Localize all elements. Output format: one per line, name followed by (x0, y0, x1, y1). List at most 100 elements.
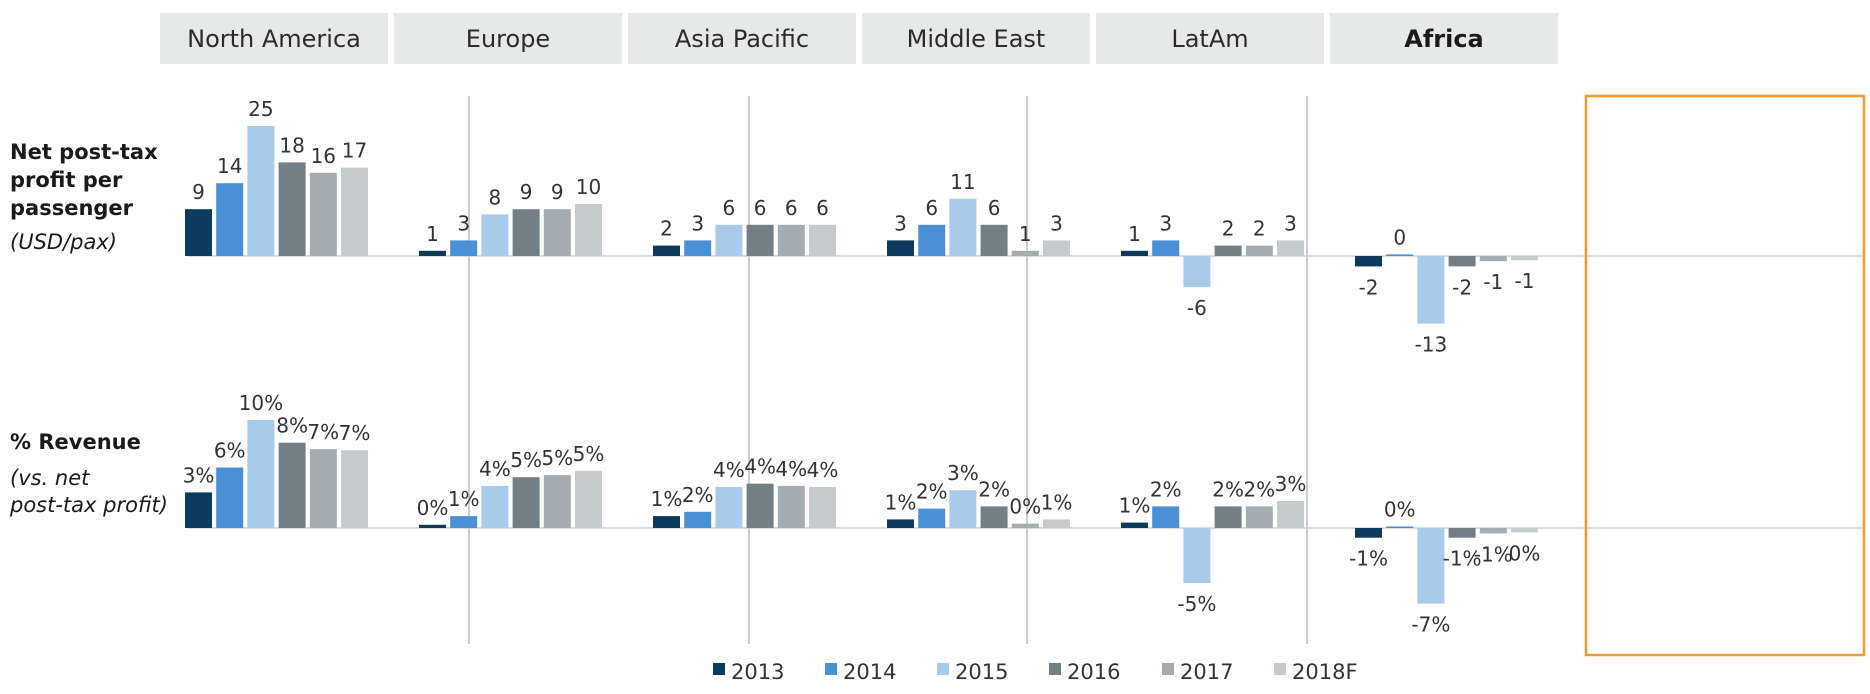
region-header-label: Middle East (907, 25, 1046, 53)
region-header-label: Asia Pacific (675, 25, 809, 53)
bar-row1-asia-pacific-2017 (777, 224, 805, 256)
bar-row1-asia-pacific-2015 (715, 224, 743, 256)
region-header-europe: Europe (394, 13, 622, 64)
bar-row2-asia-pacific-2016 (746, 483, 774, 528)
region-headers: North America Europe Asia Pacific Middle Ea… (160, 13, 1558, 64)
bar-row1-latam-2018f (1277, 240, 1304, 256)
value-label-row2-latam-2015: -5% (1177, 592, 1216, 616)
value-label-row2-north-america-2015: 10% (239, 391, 283, 415)
bar-row1-africa-2013 (1355, 256, 1382, 267)
value-label-row1-middle-east-2017: 1 (1019, 222, 1032, 246)
value-label-row2-asia-pacific-2017: 4% (775, 457, 807, 481)
value-label-row2-middle-east-2014: 2% (916, 480, 948, 504)
bar-row2-asia-pacific-2018f (809, 487, 836, 528)
bar-row2-latam-2013 (1121, 522, 1148, 528)
bar-row2-asia-pacific-2014 (684, 511, 712, 528)
legend-swatch (713, 663, 725, 675)
bar-row1-north-america-2018f (341, 167, 368, 256)
bar-row1-north-america-2014 (216, 183, 244, 256)
bar-row1-asia-pacific-2016 (746, 224, 774, 256)
value-label-row1-asia-pacific-2017: 6 (785, 196, 798, 220)
bar-row2-north-america-2016 (278, 442, 306, 528)
value-label-row1-north-america-2013: 9 (192, 180, 205, 204)
bar-row1-africa-2018f (1511, 256, 1538, 261)
value-label-row2-north-america-2016: 8% (276, 414, 308, 438)
region-header-bg (1330, 13, 1558, 64)
value-label-row1-europe-2018f: 10 (576, 175, 601, 199)
bar-row2-asia-pacific-2015 (715, 487, 743, 528)
legend-item-2018f: 2018F (1274, 660, 1358, 684)
row-subtitle-line: post-tax profit) (9, 493, 168, 517)
value-label-row2-africa-2017: -1% (1474, 542, 1513, 566)
bar-row1-asia-pacific-2018f (809, 224, 836, 256)
region-header-bg (862, 13, 1090, 64)
value-label-row1-middle-east-2015: 11 (950, 170, 975, 194)
zero-baselines (188, 255, 1864, 529)
region-header-label: Europe (466, 25, 550, 53)
value-label-row2-north-america-2017: 7% (307, 420, 339, 444)
value-label-row1-north-america-2014: 14 (217, 154, 242, 178)
value-label-row2-asia-pacific-2018f: 4% (807, 458, 839, 482)
value-label-row1-europe-2015: 8 (489, 185, 502, 209)
legend-swatch (1162, 663, 1174, 675)
bar-row1-asia-pacific-2014 (684, 240, 712, 256)
value-label-row2-asia-pacific-2016: 4% (744, 455, 776, 479)
value-label-row2-asia-pacific-2015: 4% (713, 458, 745, 482)
legend-swatch (1274, 663, 1286, 675)
value-label-row1-europe-2017: 9 (551, 180, 564, 204)
value-label-row2-middle-east-2013: 1% (885, 490, 917, 514)
bar-row1-europe-2018f (575, 204, 602, 256)
value-label-row2-asia-pacific-2013: 1% (651, 487, 683, 511)
legend-label: 2017 (1180, 660, 1233, 684)
value-label-row2-middle-east-2017: 0% (1009, 495, 1041, 519)
bar-row1-africa-2015 (1417, 256, 1445, 324)
value-label-row2-north-america-2014: 6% (214, 439, 246, 463)
value-label-row2-latam-2014: 2% (1150, 477, 1182, 501)
value-label-row1-latam-2013: 1 (1128, 222, 1141, 246)
bar-row2-middle-east-2015 (949, 490, 977, 528)
legend-label: 2018F (1292, 660, 1358, 684)
row-title-line: passenger (10, 196, 134, 220)
value-label-row1-africa-2018f: -1 (1515, 269, 1535, 293)
bar-row2-africa-2017 (1479, 528, 1507, 534)
row-labels: Net post-tax profit per passenger (USD/pax)… (9, 140, 168, 517)
bar-row2-africa-2015 (1417, 528, 1445, 604)
value-label-row2-latam-2013: 1% (1119, 494, 1151, 518)
value-label-row2-africa-2013: -1% (1349, 547, 1388, 571)
bar-row1-latam-2017 (1245, 245, 1273, 256)
region-header-bg (160, 13, 388, 64)
bar-row1-europe-2014 (450, 240, 478, 256)
bar-row1-middle-east-2018f (1043, 240, 1070, 256)
region-header-latam: LatAm (1096, 13, 1324, 64)
bar-row1-africa-2014 (1386, 254, 1414, 256)
value-label-row2-europe-2013: 0% (417, 496, 449, 520)
bar-row2-africa-2018f (1511, 528, 1538, 533)
row-label-1: Net post-tax profit per passenger (USD/pax) (10, 140, 158, 254)
value-label-row2-africa-2015: -7% (1411, 613, 1450, 637)
legend: 2013 2014 2015 2016 2017 2018F (713, 660, 1358, 684)
legend-label: 2016 (1067, 660, 1120, 684)
value-label-row2-latam-2016: 2% (1212, 477, 1244, 501)
legend-item-2017: 2017 (1162, 660, 1233, 684)
region-header-asia-pacific: Asia Pacific (628, 13, 856, 64)
bar-row1-latam-2016 (1214, 245, 1242, 256)
legend-swatch (937, 663, 949, 675)
bar-row1-asia-pacific-2013 (653, 245, 680, 256)
value-label-row1-latam-2015: -6 (1187, 296, 1207, 320)
legend-item-2015: 2015 (937, 660, 1008, 684)
value-label-row1-europe-2016: 9 (520, 180, 533, 204)
bar-row2-asia-pacific-2013 (653, 516, 680, 528)
value-label-row1-north-america-2016: 18 (279, 133, 304, 157)
bar-row1-latam-2014 (1152, 240, 1180, 256)
legend-label: 2014 (843, 660, 896, 684)
region-header-north-america: North America (160, 13, 388, 64)
bar-row1-latam-2013 (1121, 250, 1148, 256)
bar-row2-north-america-2018f (341, 450, 368, 528)
legend-swatch (1049, 663, 1061, 675)
value-label-row1-middle-east-2018f: 3 (1050, 211, 1063, 235)
bar-row2-north-america-2015 (247, 420, 275, 528)
bar-row2-north-america-2013 (185, 492, 212, 528)
bar-row1-middle-east-2017 (1011, 250, 1039, 256)
